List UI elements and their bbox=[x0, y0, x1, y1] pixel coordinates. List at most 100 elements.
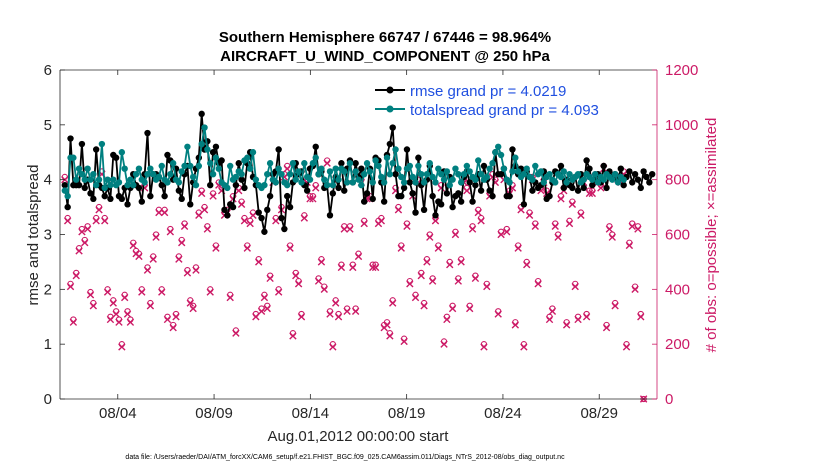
y-left-tick-label: 2 bbox=[44, 281, 52, 298]
rmse-point bbox=[477, 187, 485, 194]
obs-assimilated-point bbox=[289, 332, 297, 340]
rmse-point bbox=[107, 195, 114, 203]
obs-assimilated-point bbox=[260, 293, 269, 302]
obs-assimilated-point bbox=[602, 324, 611, 332]
obs-assimilated-point bbox=[103, 288, 112, 296]
totalspread-point bbox=[150, 170, 157, 178]
rmse-point bbox=[506, 192, 513, 200]
totalspread-point bbox=[309, 160, 317, 167]
totalspread-point bbox=[92, 181, 100, 189]
obs-assimilated-point bbox=[400, 337, 408, 346]
obs-assimilated-point bbox=[471, 274, 480, 283]
obs-assimilated-point bbox=[562, 321, 571, 329]
x-tick-label: 08/24 bbox=[484, 405, 522, 422]
rmse-point bbox=[178, 195, 185, 203]
obs-assimilated-point bbox=[274, 288, 283, 296]
totalspread-point bbox=[406, 162, 414, 170]
totalspread-point bbox=[127, 176, 134, 183]
totalspread-point bbox=[375, 162, 382, 170]
obs-assimilated-point bbox=[209, 192, 217, 200]
rmse-point bbox=[457, 198, 465, 205]
totalspread-point bbox=[64, 192, 71, 200]
totalspread-point bbox=[261, 181, 268, 189]
totalspread-point bbox=[209, 170, 217, 178]
y-left-tick-label: 5 bbox=[44, 117, 52, 134]
x-tick-label: 08/19 bbox=[388, 405, 426, 422]
series-assimilated bbox=[61, 159, 648, 403]
obs-assimilated-point bbox=[483, 282, 491, 291]
obs-assimilated-point bbox=[200, 206, 209, 214]
obs-assimilated-point bbox=[574, 315, 582, 324]
rmse-point bbox=[497, 170, 505, 178]
totalspread-point bbox=[358, 181, 365, 189]
totalspread-point bbox=[167, 170, 174, 178]
legend-totalspread-label: totalspread grand pr = 4.093 bbox=[410, 102, 599, 119]
rmse-point bbox=[64, 203, 71, 211]
obs-assimilated-point bbox=[232, 329, 240, 337]
totalspread-point bbox=[284, 181, 291, 189]
totalspread-point bbox=[532, 162, 539, 170]
obs-assimilated-point bbox=[440, 340, 448, 348]
rmse-point bbox=[631, 170, 639, 178]
obs-assimilated-point bbox=[115, 318, 123, 326]
totalspread-point bbox=[540, 179, 548, 186]
y-axis-left-label: rmse and totalspread bbox=[25, 165, 42, 306]
rmse-point bbox=[61, 181, 69, 189]
rmse-point bbox=[637, 184, 644, 192]
obs-assimilated-point bbox=[545, 315, 554, 324]
rmse-point bbox=[238, 176, 245, 183]
rmse-point bbox=[135, 184, 143, 192]
obs-assimilated-point bbox=[143, 266, 152, 274]
rmse-point bbox=[569, 184, 576, 192]
obs-assimilated-point bbox=[255, 258, 263, 266]
totalspread-point bbox=[437, 170, 445, 178]
totalspread-point bbox=[395, 165, 402, 172]
obs-assimilated-point bbox=[149, 255, 157, 263]
totalspread-point bbox=[318, 165, 325, 172]
rmse-point bbox=[412, 209, 419, 216]
totalspread-point bbox=[81, 176, 88, 183]
obs-assimilated-point bbox=[106, 315, 115, 324]
obs-assimilated-point bbox=[511, 321, 520, 329]
obs-assimilated-point bbox=[611, 302, 619, 310]
rmse-point bbox=[486, 187, 493, 194]
obs-assimilated-point bbox=[66, 282, 75, 291]
series-line-group bbox=[61, 124, 627, 200]
totalspread-point bbox=[332, 165, 339, 172]
totalspread-point bbox=[192, 181, 200, 189]
obs-assimilated-point bbox=[246, 219, 254, 228]
obs-assimilated-point bbox=[129, 241, 137, 250]
totalspread-point bbox=[155, 173, 163, 181]
totalspread-point bbox=[101, 184, 108, 192]
totalspread-point bbox=[483, 173, 491, 181]
rmse-point bbox=[455, 190, 462, 197]
obs-assimilated-point bbox=[588, 189, 597, 198]
totalspread-point bbox=[400, 179, 408, 186]
obs-assimilated-point bbox=[180, 222, 189, 230]
rmse-point bbox=[646, 179, 653, 186]
totalspread-point bbox=[252, 176, 260, 183]
obs-assimilated-point bbox=[272, 217, 280, 225]
obs-assimilated-point bbox=[608, 233, 616, 241]
rmse-point bbox=[101, 192, 108, 200]
obs-assimilated-point bbox=[431, 217, 440, 225]
rmse-point bbox=[432, 212, 439, 219]
obs-assimilated-point bbox=[206, 288, 214, 296]
totalspread-point bbox=[115, 179, 123, 186]
obs-assimilated-point bbox=[360, 219, 368, 228]
x-tick-label: 08/09 bbox=[195, 405, 233, 422]
obs-assimilated-point bbox=[158, 288, 166, 296]
totalspread-point bbox=[620, 176, 627, 183]
rmse-point bbox=[161, 192, 168, 200]
obs-assimilated-point bbox=[534, 280, 542, 288]
obs-assimilated-point bbox=[480, 343, 488, 351]
rmse-point bbox=[380, 198, 388, 205]
obs-assimilated-point bbox=[463, 186, 471, 195]
totalspread-point bbox=[457, 179, 465, 186]
totalspread-point bbox=[292, 176, 299, 183]
rmse-point bbox=[580, 184, 587, 192]
rmse-point bbox=[603, 184, 610, 192]
totalspread-point bbox=[295, 168, 302, 175]
totalspread-point bbox=[187, 162, 194, 170]
obs-assimilated-point bbox=[468, 225, 477, 233]
